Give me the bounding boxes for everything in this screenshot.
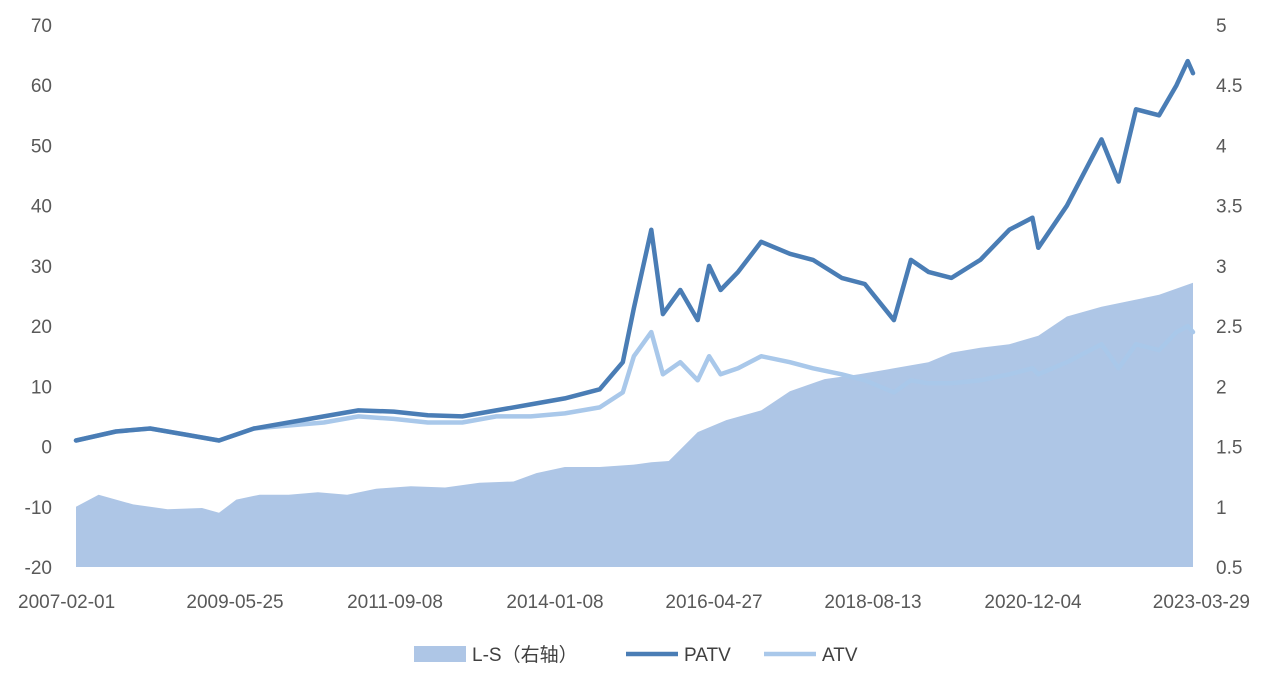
x-tick-label: 2011-09-08 [347,592,443,613]
x-axis-ticks: 2007-02-01 2009-05-25 2011-09-08 2014-01-08… [18,592,1250,613]
y-left-tick-label: 20 [31,317,52,338]
y-left-tick-label: -10 [25,498,52,519]
x-tick-label: 2007-02-01 [18,592,115,613]
left-axis-ticks: 70 60 50 40 30 20 10 0 -10 -20 [25,16,52,579]
y-right-tick-label: 3.5 [1216,197,1242,218]
right-axis-ticks: 5 4.5 4 3.5 3 2.5 2 1.5 1 0.5 [1216,16,1242,579]
x-tick-label: 2018-08-13 [824,592,921,613]
y-right-tick-label: 2 [1216,377,1227,398]
y-right-tick-label: 3 [1216,257,1227,278]
y-left-tick-label: 40 [31,197,52,218]
y-right-tick-label: 2.5 [1216,317,1242,338]
legend-label: ATV [822,645,858,666]
y-left-tick-label: 60 [31,76,52,97]
area-series-layer [76,282,1193,567]
legend-swatch-area [414,646,466,662]
legend: L-S（右轴） PATV ATV [414,644,858,666]
legend-label: L-S（右轴） [472,644,578,666]
y-left-tick-label: 30 [31,257,52,278]
series-area-ls [76,282,1193,567]
y-left-tick-label: -20 [25,558,52,579]
x-tick-label: 2016-04-27 [665,592,762,613]
y-left-tick-label: 0 [41,438,52,459]
y-right-tick-label: 5 [1216,16,1227,37]
series-line-atv [73,323,1196,443]
x-tick-label: 2023-03-29 [1153,592,1250,613]
y-right-tick-label: 1.5 [1216,438,1242,459]
y-left-tick-label: 70 [31,16,52,37]
y-right-tick-label: 4.5 [1216,76,1242,97]
y-right-tick-label: 0.5 [1216,558,1242,579]
series-line-patv [73,58,1196,443]
y-left-tick-label: 50 [31,136,52,157]
y-right-tick-label: 4 [1216,136,1227,157]
line-series-layer [73,58,1196,443]
legend-label: PATV [684,645,731,666]
y-right-tick-label: 1 [1216,498,1227,519]
x-tick-label: 2009-05-25 [186,592,283,613]
y-left-tick-label: 10 [31,377,52,398]
x-tick-label: 2014-01-08 [506,592,603,613]
x-tick-label: 2020-12-04 [984,592,1082,613]
